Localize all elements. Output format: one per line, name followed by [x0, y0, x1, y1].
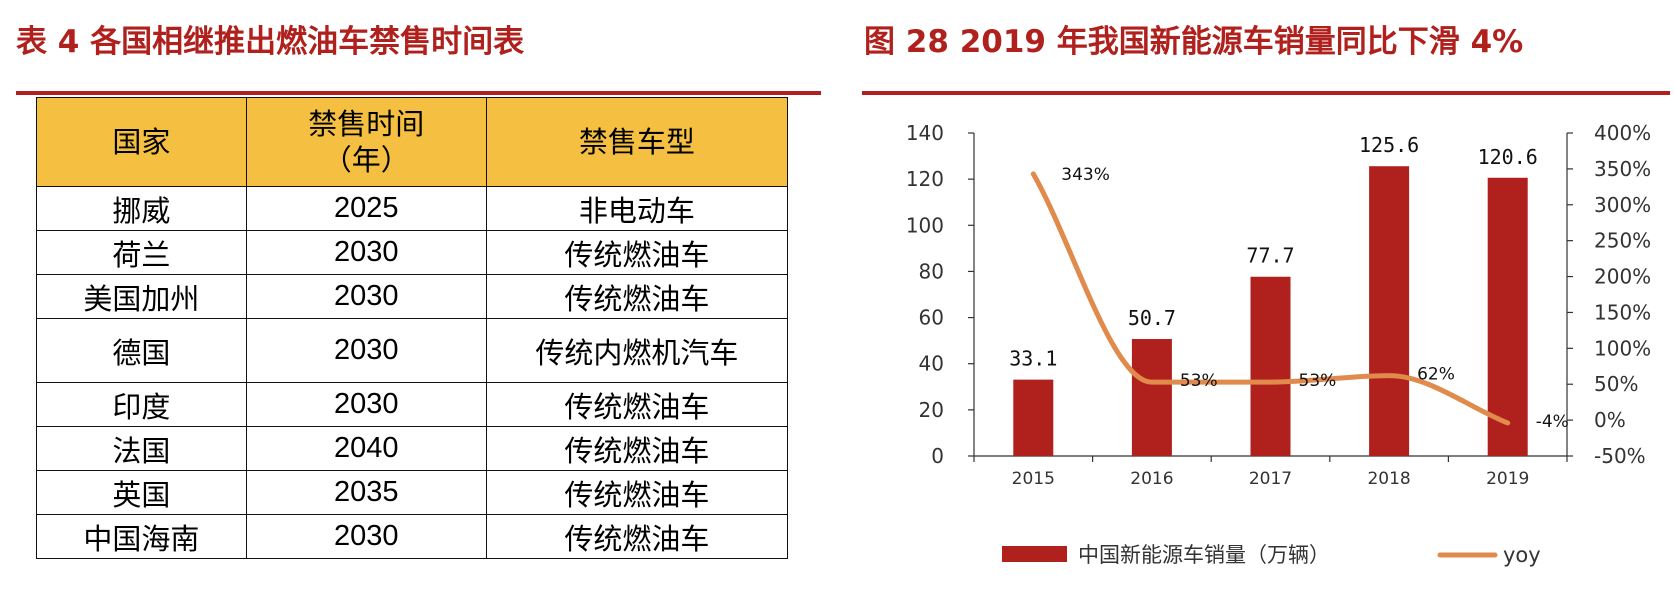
year-cell: 2030 — [245, 230, 487, 275]
vehicle-type-cell: 非电动车 — [485, 186, 789, 231]
left-tick-label: 120 — [906, 167, 944, 191]
table-row: 美国加州 2030 传统燃油车 — [36, 274, 789, 319]
column-header: 国家 — [36, 97, 247, 187]
legend-line-label: yoy — [1503, 543, 1541, 567]
table-row: 中国海南 2030 传统燃油车 — [36, 514, 789, 559]
year-cell: 2035 — [245, 470, 487, 515]
country-cell: 荷兰 — [36, 230, 247, 275]
right-tick-label: 50% — [1594, 372, 1638, 396]
x-tick-label: 2019 — [1486, 469, 1529, 489]
vehicle-type-cell: 传统内燃机汽车 — [485, 318, 789, 383]
right-tick-label: 0% — [1594, 408, 1626, 432]
year-cell: 2030 — [245, 274, 487, 319]
bar-value-label: 120.6 — [1478, 145, 1538, 169]
legend-bar-swatch — [1002, 546, 1067, 562]
yoy-value-label: 53% — [1299, 371, 1337, 391]
vehicle-type-cell: 传统燃油车 — [485, 514, 789, 559]
country-cell: 挪威 — [36, 186, 247, 231]
right-tick-label: 350% — [1594, 157, 1651, 181]
country-cell: 中国海南 — [36, 514, 247, 559]
left-tick-label: 100 — [906, 213, 944, 237]
table-title: 表 4 各国相继推出燃油车禁售时间表 — [16, 24, 525, 60]
vehicle-type-cell: 传统燃油车 — [485, 426, 789, 471]
year-cell: 2030 — [245, 318, 487, 383]
table-row: 英国 2035 传统燃油车 — [36, 470, 789, 515]
year-cell: 2025 — [245, 186, 487, 231]
country-cell: 英国 — [36, 470, 247, 515]
bar-value-label: 33.1 — [1009, 347, 1057, 371]
right-tick-label: 200% — [1594, 265, 1651, 289]
left-tick-label: 60 — [919, 306, 944, 330]
column-header: 禁售时间 （年） — [245, 97, 487, 187]
yoy-value-label: -4% — [1536, 412, 1569, 432]
legend-bar-label: 中国新能源车销量（万辆） — [1078, 543, 1330, 567]
sales-bar — [1131, 339, 1172, 456]
left-tick-label: 80 — [919, 259, 944, 283]
left-tick-label: 0 — [931, 444, 944, 468]
country-cell: 印度 — [36, 382, 247, 427]
left-tick-label: 20 — [919, 398, 944, 422]
title-rule-right — [862, 91, 1670, 95]
left-tick-label: 140 — [906, 121, 944, 145]
country-cell: 法国 — [36, 426, 247, 471]
x-tick-label: 2016 — [1130, 469, 1173, 489]
x-tick-label: 2018 — [1367, 469, 1410, 489]
right-tick-label: 100% — [1594, 336, 1651, 360]
year-cell: 2040 — [245, 426, 487, 471]
sales-bar — [1250, 276, 1291, 456]
table-row: 德国 2030 传统内燃机汽车 — [36, 318, 789, 383]
sales-bar — [1487, 177, 1528, 456]
year-cell: 2030 — [245, 514, 487, 559]
table-row: 法国 2040 传统燃油车 — [36, 426, 789, 471]
year-cell: 2030 — [245, 382, 487, 427]
table-row: 挪威 2025 非电动车 — [36, 186, 789, 231]
country-cell: 美国加州 — [36, 274, 247, 319]
x-tick-label: 2017 — [1249, 469, 1292, 489]
left-tick-label: 40 — [919, 352, 944, 376]
ban-schedule-table: 国家 禁售时间 （年） 禁售车型 挪威 2025 非电动车 荷兰 2030 传统燃油车 美国加州 2… — [36, 97, 789, 559]
right-tick-label: 300% — [1594, 193, 1651, 217]
table-header-row: 国家 禁售时间 （年） 禁售车型 — [36, 97, 789, 187]
vehicle-type-cell: 传统燃油车 — [485, 470, 789, 515]
table-row: 荷兰 2030 传统燃油车 — [36, 230, 789, 275]
vehicle-type-cell: 传统燃油车 — [485, 230, 789, 275]
bar-value-label: 50.7 — [1128, 306, 1176, 330]
bar-value-label: 125.6 — [1359, 133, 1419, 157]
vehicle-type-cell: 传统燃油车 — [485, 274, 789, 319]
vehicle-type-cell: 传统燃油车 — [485, 382, 789, 427]
nev-sales-chart: 0 20 40 60 80 100 120 140 -50% 0% 50% 100% 150% 200% 2… — [906, 121, 1651, 567]
right-tick-label: 150% — [1594, 300, 1651, 324]
sales-bar — [1369, 166, 1410, 457]
yoy-value-label: 53% — [1180, 371, 1218, 391]
title-rule-left — [16, 91, 821, 95]
right-tick-label: 250% — [1594, 229, 1651, 253]
bar-value-label: 77.7 — [1246, 244, 1294, 268]
yoy-value-label: 62% — [1417, 365, 1455, 385]
x-tick-label: 2015 — [1012, 469, 1055, 489]
chart-title: 图 28 2019 年我国新能源车销量同比下滑 4% — [864, 24, 1524, 60]
country-cell: 德国 — [36, 318, 247, 383]
yoy-line — [1030, 171, 1511, 426]
yoy-value-label: 343% — [1061, 165, 1110, 185]
sales-bar — [1013, 379, 1054, 456]
table-row: 印度 2030 传统燃油车 — [36, 382, 789, 427]
right-tick-label: -50% — [1594, 444, 1646, 468]
column-header: 禁售车型 — [485, 97, 789, 187]
right-tick-label: 400% — [1594, 121, 1651, 145]
